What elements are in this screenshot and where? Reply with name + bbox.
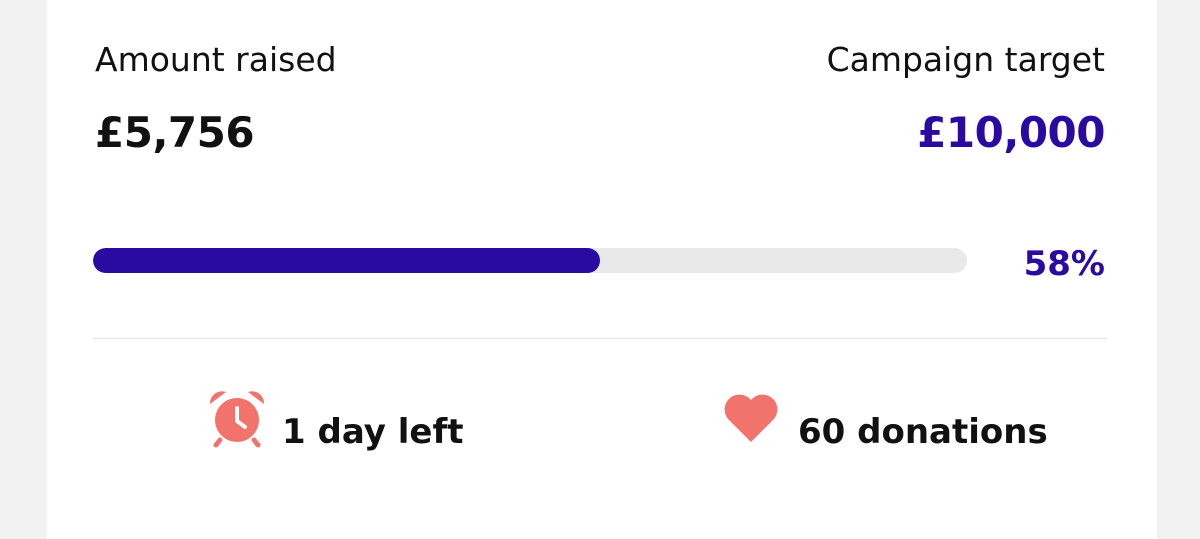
progress-fill bbox=[93, 248, 600, 273]
alarm-icon bbox=[209, 391, 265, 448]
progress-track bbox=[93, 248, 967, 273]
raised-amount: £5,756 bbox=[95, 108, 255, 157]
raised-label: Amount raised bbox=[95, 40, 337, 79]
donations: 60 donations bbox=[798, 412, 1048, 452]
target-amount: £10,000 bbox=[917, 108, 1105, 157]
divider bbox=[93, 338, 1107, 339]
time-left: 1 day left bbox=[282, 412, 464, 452]
target-label: Campaign target bbox=[826, 40, 1105, 79]
progress-label: 58% bbox=[1023, 244, 1105, 284]
heart-icon bbox=[724, 394, 778, 442]
